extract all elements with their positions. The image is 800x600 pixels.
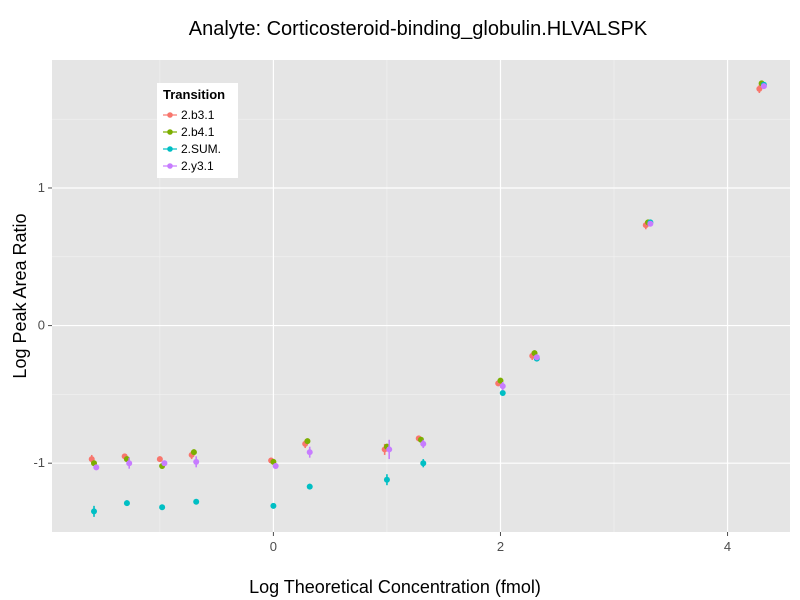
data-point bbox=[272, 462, 279, 469]
legend-key-point bbox=[167, 129, 173, 135]
x-axis-title: Log Theoretical Concentration (fmol) bbox=[249, 577, 541, 597]
data-point bbox=[159, 504, 166, 511]
legend-label: 2.y3.1 bbox=[181, 159, 214, 173]
data-point bbox=[760, 83, 767, 90]
x-tick-label: 0 bbox=[270, 539, 277, 554]
legend-key-point bbox=[167, 112, 173, 118]
data-point bbox=[193, 498, 200, 505]
data-point bbox=[499, 390, 506, 397]
x-tick-label: 4 bbox=[724, 539, 731, 554]
data-point bbox=[161, 460, 168, 467]
data-point bbox=[126, 460, 133, 467]
y-axis-title: Log Peak Area Ratio bbox=[10, 213, 30, 378]
legend-key-point bbox=[167, 163, 173, 169]
legend-label: 2.SUM. bbox=[181, 142, 221, 156]
chart-title: Analyte: Corticosteroid-binding_globulin… bbox=[189, 18, 648, 40]
legend-items: 2.b3.1 2.b4.1 2.SUM. 2.y3.1 bbox=[163, 108, 221, 173]
data-point bbox=[383, 476, 390, 483]
data-point bbox=[420, 440, 427, 447]
data-point bbox=[306, 449, 313, 456]
data-point bbox=[193, 458, 200, 465]
y-tick-label: -1 bbox=[33, 455, 45, 470]
data-point bbox=[93, 464, 100, 471]
series-2.y3.1 bbox=[93, 83, 767, 471]
y-axis: -1 0 1 bbox=[33, 180, 52, 470]
y-tick-label: 1 bbox=[38, 180, 45, 195]
data-points bbox=[88, 80, 767, 517]
data-point bbox=[756, 85, 763, 92]
data-point bbox=[386, 446, 393, 453]
legend: Transition 2.b3.1 2.b4.1 2.SUM. 2.y3.1 bbox=[157, 83, 238, 178]
data-point bbox=[304, 438, 311, 445]
data-point bbox=[270, 502, 277, 509]
data-point bbox=[123, 500, 130, 507]
x-axis: 0 2 4 bbox=[270, 532, 731, 554]
data-point bbox=[91, 508, 98, 515]
data-point bbox=[156, 456, 163, 463]
legend-label: 2.b3.1 bbox=[181, 108, 215, 122]
data-point bbox=[533, 354, 540, 361]
data-point bbox=[647, 220, 654, 227]
data-point bbox=[420, 460, 427, 467]
legend-key-point bbox=[167, 146, 173, 152]
data-point bbox=[499, 383, 506, 390]
x-tick-label: 2 bbox=[497, 539, 504, 554]
legend-title: Transition bbox=[163, 87, 225, 102]
data-point bbox=[306, 483, 313, 490]
data-point bbox=[190, 449, 197, 456]
y-tick-label: 0 bbox=[38, 318, 45, 333]
legend-label: 2.b4.1 bbox=[181, 125, 215, 139]
